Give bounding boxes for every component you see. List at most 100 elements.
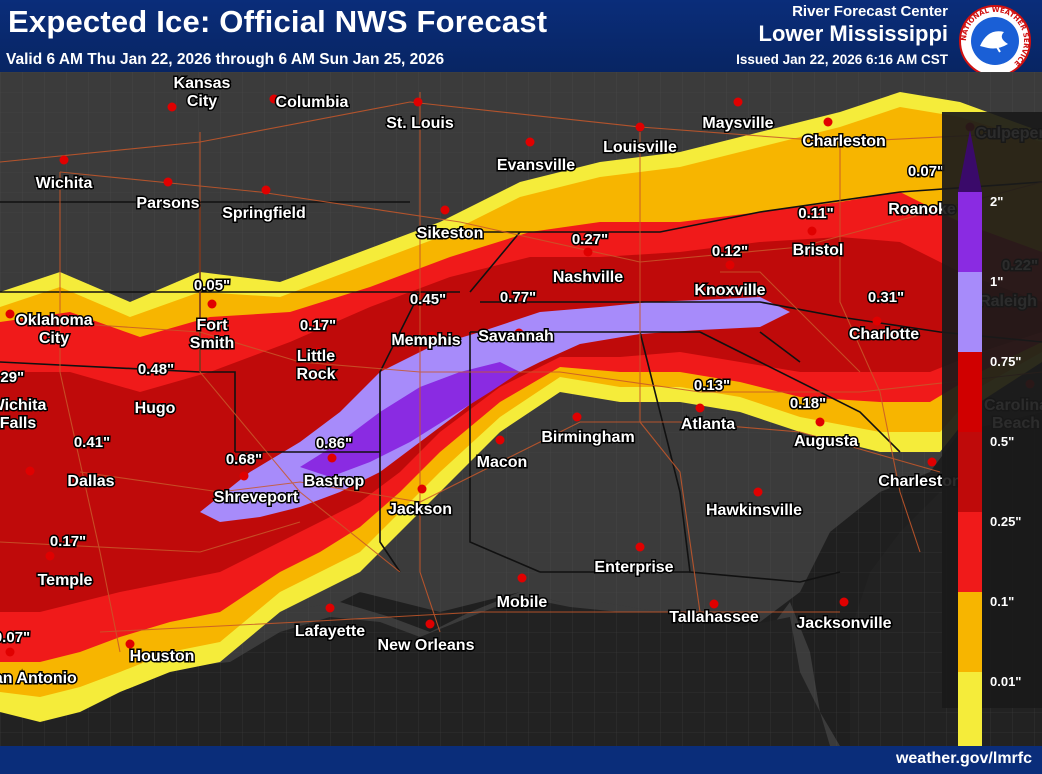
ice-amount-label: 0.18" bbox=[790, 395, 826, 412]
ice-amount-label: 0.48" bbox=[138, 361, 174, 378]
city-dot bbox=[839, 597, 849, 607]
ice-amount-label: 0.29" bbox=[0, 369, 24, 386]
legend-label: 0.1" bbox=[990, 594, 1014, 609]
city-dot bbox=[733, 97, 743, 107]
legend-swatch bbox=[958, 192, 982, 272]
city-label: Springfield bbox=[222, 205, 306, 222]
city-label: Atlanta bbox=[681, 416, 735, 433]
city-dot bbox=[5, 647, 15, 657]
city-label: Macon bbox=[477, 454, 528, 471]
city-label: Maysville bbox=[702, 115, 773, 132]
city-dot bbox=[427, 331, 437, 341]
ice-amount-label: 0.05" bbox=[194, 277, 230, 294]
ice-amount-label: 0.77" bbox=[500, 289, 536, 306]
city-label: Hawkinsville bbox=[706, 502, 802, 519]
state-borders bbox=[0, 181, 1042, 583]
ice-swath-0.5 bbox=[0, 237, 1042, 612]
city-dot bbox=[167, 102, 177, 112]
header-bar: Expected Ice: Official NWS Forecast Vali… bbox=[0, 0, 1042, 77]
legend-swatch bbox=[958, 512, 982, 592]
city-dot bbox=[514, 328, 524, 338]
city-dot bbox=[125, 639, 135, 649]
city-dot bbox=[709, 599, 719, 609]
city-label: Tallahassee bbox=[669, 609, 759, 626]
city-dot bbox=[45, 551, 55, 561]
ice-amount-label: 0.17" bbox=[300, 317, 336, 334]
city-label: Oklahoma bbox=[15, 312, 92, 329]
city-label: Sikeston bbox=[417, 225, 484, 242]
city-label: Wichita bbox=[0, 397, 46, 414]
city-label: Savannah bbox=[478, 328, 554, 345]
city-label: Jacksonville bbox=[796, 615, 891, 632]
city-label: Bristol bbox=[793, 242, 844, 259]
city-label: Roanoke bbox=[888, 201, 956, 218]
city-label: Lafayette bbox=[295, 623, 365, 640]
city-label: Dallas bbox=[67, 473, 114, 490]
footer-url[interactable]: weather.gov/lmrfc bbox=[895, 750, 1032, 767]
valid-period: Valid 6 AM Thu Jan 22, 2026 through 6 AM… bbox=[6, 51, 445, 68]
city-dot bbox=[635, 122, 645, 132]
interstate-roads bbox=[0, 92, 1042, 653]
city-dot bbox=[269, 94, 279, 104]
city-dot bbox=[239, 471, 249, 481]
city-label: Jackson bbox=[388, 501, 452, 518]
city-dot bbox=[495, 435, 505, 445]
legend-swatch bbox=[958, 672, 982, 746]
legend-label: 1" bbox=[990, 274, 1003, 289]
city-dot bbox=[413, 97, 423, 107]
city-label: Columbia bbox=[276, 94, 349, 111]
city-label: Fort bbox=[196, 317, 228, 334]
city-dot bbox=[327, 453, 337, 463]
city-label: Smith bbox=[190, 335, 234, 352]
rfc-name: Lower Mississippi bbox=[758, 21, 949, 46]
legend-swatch bbox=[958, 352, 982, 432]
ice-swaths bbox=[0, 92, 1042, 722]
city-label: City bbox=[39, 330, 69, 347]
legend-rows: 2" 1" 0.75" 0.5" 0.25" 0.1" 0.01" bbox=[958, 192, 1021, 746]
legend-label: 0.25" bbox=[990, 514, 1021, 529]
city-label: Knoxville bbox=[694, 282, 765, 299]
city-label: Temple bbox=[38, 572, 93, 589]
issued-time: Issued Jan 22, 2026 6:16 AM CST bbox=[736, 52, 948, 67]
rfc-label: River Forecast Center bbox=[792, 3, 948, 20]
city-dot bbox=[517, 573, 527, 583]
city-label: Wichita bbox=[36, 175, 93, 192]
city-label: City bbox=[187, 93, 217, 110]
city-dot bbox=[417, 484, 427, 494]
city-label: Augusta bbox=[794, 433, 858, 450]
city-label: Hugo bbox=[135, 400, 176, 417]
ice-forecast-map: Kansas City Columbia St. Louis Maysville Char… bbox=[0, 72, 1042, 746]
city-label: Nashville bbox=[553, 269, 623, 286]
ice-amount-label: 0.45" bbox=[410, 291, 446, 308]
city-dot bbox=[325, 603, 335, 613]
city-label: Enterprise bbox=[594, 559, 673, 576]
city-label: Charleston bbox=[802, 133, 886, 150]
ice-amount-label: 0.11" bbox=[798, 205, 833, 222]
city-label: Rock bbox=[296, 366, 335, 383]
ice-amount-label: 0.07" bbox=[908, 163, 944, 180]
ice-amount-label: 0.68" bbox=[226, 451, 262, 468]
legend-arrow bbox=[958, 130, 982, 192]
city-label: Kansas bbox=[174, 75, 231, 92]
city-dot bbox=[823, 117, 833, 127]
city-dot bbox=[313, 347, 323, 357]
city-dot bbox=[157, 400, 167, 410]
legend-swatch bbox=[958, 432, 982, 512]
city-dot bbox=[425, 619, 435, 629]
ice-amount-label: 0.07" bbox=[0, 629, 30, 646]
city-dot bbox=[695, 403, 705, 413]
legend-label: 0.5" bbox=[990, 434, 1014, 449]
city-dot bbox=[583, 247, 593, 257]
city-label: Charlotte bbox=[849, 326, 919, 343]
city-dot bbox=[725, 260, 735, 270]
legend-label: 0.75" bbox=[990, 354, 1021, 369]
legend-swatch bbox=[958, 592, 982, 672]
city-label: Falls bbox=[0, 415, 36, 432]
city-dot bbox=[25, 466, 35, 476]
city-label: Birmingham bbox=[541, 429, 634, 446]
city-label: Shreveport bbox=[214, 489, 299, 506]
city-label: Houston bbox=[130, 648, 195, 665]
city-dot bbox=[872, 316, 882, 326]
city-dot bbox=[163, 177, 173, 187]
